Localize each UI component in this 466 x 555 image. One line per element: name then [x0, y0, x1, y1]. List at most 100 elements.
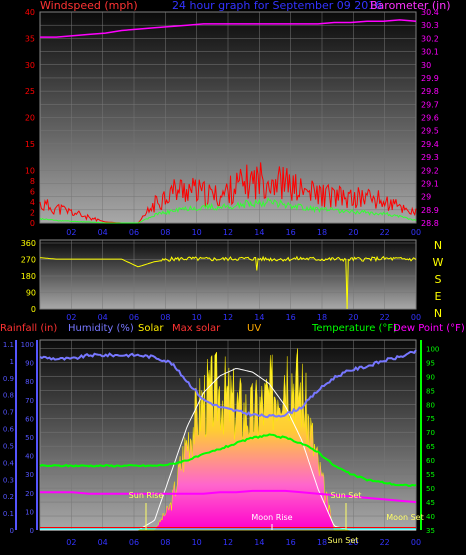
x-tick-label: 04 — [98, 228, 108, 237]
windspeed-tick-label: 25 — [25, 87, 35, 96]
weather-x-axis-labels: 02 04 06 08 10 12 14 16 18 20 22 00 — [66, 538, 421, 547]
x-tick-label: 04 — [98, 313, 108, 322]
temperature-tick-label: 80 — [426, 401, 435, 409]
barometer-axis-title: Barometer (in) — [370, 0, 451, 12]
direction-tick-label: 90 — [26, 289, 36, 298]
temperature-y-axis-labels: 35 40 45 50 55 60 65 70 75 80 85 90 95 100 — [426, 345, 439, 535]
sun-set-axis-label: Sun Set — [328, 536, 359, 545]
barometer-tick-label: 30.4 — [421, 8, 439, 17]
x-tick-label: 20 — [348, 538, 358, 547]
x-tick-label: 14 — [254, 228, 264, 237]
x-tick-label: 12 — [223, 313, 233, 322]
wind-avg-line — [39, 197, 417, 224]
direction-tick-label: 180 — [21, 272, 36, 281]
barometer-tick-label: 28.8 — [421, 219, 439, 228]
x-tick-label: 10 — [192, 228, 202, 237]
humidity-line — [39, 349, 417, 419]
compass-label: N — [434, 239, 442, 252]
temperature-tick-label: 50 — [426, 485, 435, 493]
sun-set-label: Sun Set — [331, 491, 362, 500]
barometer-tick-label: 29.6 — [421, 114, 439, 123]
humidity-tick-label: 40 — [25, 453, 34, 461]
windspeed-tick-label: 15 — [25, 140, 35, 149]
temperature-tick-label: 60 — [426, 457, 435, 465]
temperature-tick-label: 35 — [426, 527, 435, 535]
legend-item: Temperature (°F) — [311, 323, 397, 334]
moon-rise-label: Moon Rise — [251, 513, 292, 522]
wind-x-axis-labels: 02 04 06 08 10 12 14 16 18 20 22 00 — [66, 228, 421, 237]
temperature-line — [39, 433, 417, 487]
barometer-tick-label: 29.4 — [421, 140, 439, 149]
x-tick-label: 16 — [286, 313, 296, 322]
temperature-tick-label: 100 — [426, 345, 439, 353]
rainfall-y-axis-labels: 0 0.1 0.2 0.3 0.4 0.5 0.6 0.7 0.8 0.9 1 1.1 — [3, 341, 15, 535]
rainfall-tick-label: 0.7 — [3, 409, 14, 417]
barometer-tick-label: 30.2 — [421, 34, 439, 43]
rainfall-tick-label: 0.9 — [3, 375, 14, 383]
windspeed-tick-label: 10 — [25, 166, 35, 175]
x-tick-label: 00 — [411, 538, 421, 547]
humidity-tick-label: 0 — [30, 527, 34, 535]
direction-tick-label: 270 — [21, 256, 36, 265]
legend-item: Solar — [138, 323, 164, 334]
rainfall-tick-label: 1 — [10, 358, 14, 366]
temperature-tick-label: 65 — [426, 443, 435, 451]
rainfall-tick-label: 0.5 — [3, 442, 14, 450]
x-tick-label: 22 — [380, 228, 390, 237]
weather-series — [39, 348, 417, 531]
humidity-y-axis-labels: 0 10 20 30 40 50 60 70 80 90 100 — [21, 341, 34, 535]
direction-series — [39, 255, 417, 310]
weather-y-axis-lines — [15, 340, 422, 530]
x-tick-label: 20 — [348, 228, 358, 237]
compass-label: W — [433, 256, 444, 269]
x-tick-label: 18 — [317, 228, 327, 237]
rainfall-tick-label: 0.4 — [3, 459, 15, 467]
humidity-tick-label: 80 — [25, 378, 34, 386]
temperature-tick-label: 40 — [426, 513, 435, 521]
temperature-tick-label: 95 — [426, 359, 435, 367]
x-tick-label: 16 — [286, 538, 296, 547]
temperature-tick-label: 90 — [426, 373, 435, 381]
humidity-tick-label: 30 — [25, 471, 34, 479]
temperature-tick-label: 75 — [426, 415, 435, 423]
rainfall-tick-label: 0.1 — [3, 510, 14, 518]
x-tick-label: 18 — [317, 538, 327, 547]
windspeed-tick-label: 6 — [30, 187, 35, 196]
temperature-tick-label: 85 — [426, 387, 435, 395]
barometer-tick-label: 30.1 — [421, 48, 439, 57]
barometer-y-axis-labels: 28.8 28.9 29 29.1 29.2 29.3 29.4 29.5 29.6 29.7 29… — [421, 8, 439, 228]
rainfall-tick-label: 0.2 — [3, 493, 14, 501]
wind-direction-line — [39, 255, 417, 310]
barometer-line — [40, 19, 417, 38]
wind-series — [39, 19, 417, 224]
windspeed-tick-label: 40 — [25, 8, 35, 17]
barometer-tick-label: 29.9 — [421, 74, 439, 83]
humidity-tick-label: 10 — [25, 508, 34, 516]
rainfall-tick-label: 0.3 — [3, 476, 14, 484]
windspeed-tick-label: 20 — [25, 114, 35, 123]
compass-label: N — [434, 307, 442, 320]
x-tick-label: 04 — [98, 538, 108, 547]
compass-label: S — [435, 273, 442, 286]
direction-tick-label: 0 — [31, 305, 36, 314]
legend-item: Rainfall (in) — [0, 323, 57, 334]
x-tick-label: 14 — [254, 313, 264, 322]
x-tick-label: 02 — [66, 538, 76, 547]
x-tick-label: 10 — [192, 313, 202, 322]
moon-set-label: Moon Set — [386, 513, 423, 522]
x-tick-label: 18 — [317, 313, 327, 322]
x-tick-label: 12 — [223, 228, 233, 237]
x-tick-label: 22 — [380, 313, 390, 322]
compass-label: E — [435, 290, 442, 303]
x-tick-label: 14 — [254, 538, 264, 547]
x-tick-label: 20 — [348, 313, 358, 322]
rainfall-tick-label: 0 — [10, 527, 14, 535]
humidity-tick-label: 50 — [25, 434, 34, 442]
temperature-tick-label: 45 — [426, 499, 435, 507]
barometer-tick-label: 29.5 — [421, 127, 439, 136]
x-tick-label: 08 — [160, 313, 170, 322]
temperature-tick-label: 70 — [426, 429, 435, 437]
barometer-tick-label: 29 — [421, 193, 431, 202]
